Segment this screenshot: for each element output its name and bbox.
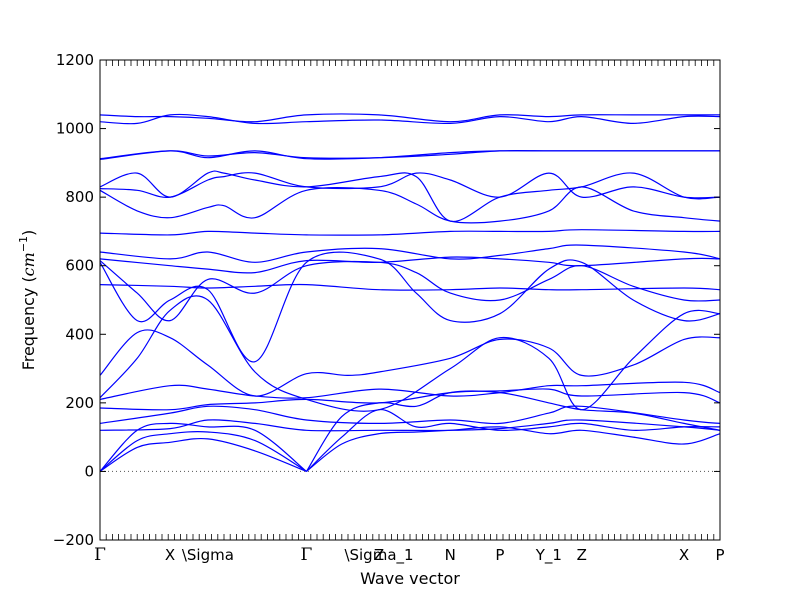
bands-group — [99, 113, 721, 472]
y-tick-label: 1000 — [56, 120, 94, 138]
x-tick-label: Γ — [301, 545, 313, 565]
x-tick-label: P — [715, 546, 724, 564]
y-tick-label: 1200 — [56, 51, 94, 69]
y-tick-label: 800 — [65, 188, 94, 206]
band-line-14 — [99, 260, 721, 322]
band-line-5 — [306, 409, 721, 472]
y-ticks-group: −200 0 200 400 600 800 1000 1200 — [53, 51, 720, 549]
x-axis-title: Wave vector — [360, 569, 460, 588]
y-tick-label: 600 — [65, 257, 94, 275]
y-tick-label: 0 — [84, 462, 94, 480]
y-axis-title: Frequency (cm−1) — [17, 230, 38, 371]
band-line-18 — [99, 229, 721, 236]
y-axis-title-unit: cm — [19, 252, 38, 276]
x-tick-label: \Sigma_1 — [344, 546, 413, 565]
band-line-2 — [99, 431, 307, 472]
band-line-11 — [99, 329, 721, 397]
x-tick-label: Γ — [94, 545, 106, 565]
band-line-19 — [99, 186, 721, 224]
y-tick-label: 200 — [65, 394, 94, 412]
band-line-10 — [99, 381, 721, 400]
plot-frame — [99, 59, 721, 541]
x-ticks-group: Γ X \Sigma Γ \Sigma_1Z N P Y_1 Z X P — [94, 60, 725, 565]
band-line-13 — [99, 251, 721, 363]
band-line-8 — [99, 405, 721, 425]
x-tick-label: X — [679, 546, 689, 564]
band-line-17 — [99, 244, 721, 263]
y-axis-title-close: ) — [19, 230, 38, 236]
y-axis-title-text: Frequency ( — [19, 276, 38, 370]
y-axis-title-exponent: −1 — [17, 236, 30, 252]
x-tick-label: P — [495, 546, 504, 564]
band-line-15 — [99, 283, 721, 291]
y-tick-label: 400 — [65, 325, 94, 343]
band-line-24 — [99, 113, 721, 125]
band-line-4 — [306, 426, 721, 472]
plot-background — [100, 60, 720, 540]
band-line-9 — [99, 388, 721, 411]
x-tick-label: X — [165, 546, 175, 564]
band-line-12 — [99, 295, 721, 412]
y-tick-label: −200 — [53, 531, 94, 549]
x-tick-label: N — [445, 546, 456, 564]
band-line-7 — [99, 419, 721, 432]
x-tick-label: Z — [374, 546, 384, 564]
band-line-25 — [99, 113, 720, 123]
band-line-3 — [99, 422, 307, 472]
x-tick-label: Z — [577, 546, 587, 564]
band-line-16 — [99, 256, 721, 274]
x-tick-label: \Sigma — [182, 546, 234, 564]
band-line-1 — [99, 437, 307, 472]
x-tick-label: Y_1 — [535, 546, 562, 565]
band-line-21 — [99, 170, 721, 222]
band-line-20 — [99, 172, 721, 199]
band-line-23 — [99, 150, 720, 160]
